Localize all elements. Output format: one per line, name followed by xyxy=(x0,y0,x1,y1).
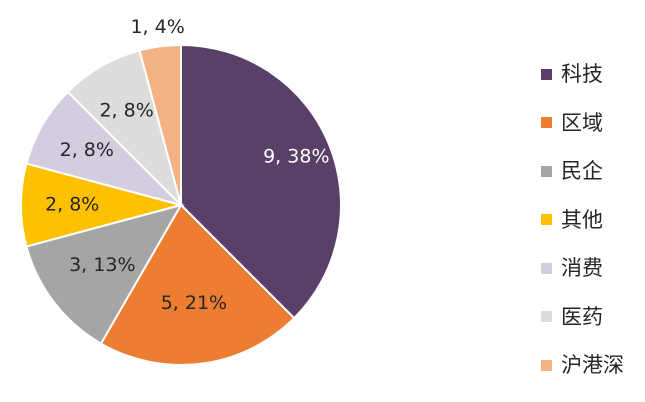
legend-item-qita: 其他 xyxy=(541,208,624,232)
legend-swatch-yiyao xyxy=(541,311,552,322)
data-label-xiaofei: 2, 8% xyxy=(60,139,114,161)
legend-label-xiaofei: 消费 xyxy=(561,256,603,280)
pie-slice-keji xyxy=(180,43,343,320)
legend-swatch-xiaofei xyxy=(541,262,552,274)
pie-data-labels: 9, 38% 5, 21% 3, 13% 2, 8% 2, 8% 2, 8% 1, 4% xyxy=(45,16,329,314)
legend-label-yiyao: 医药 xyxy=(561,304,603,329)
legend-item-xiaofei: 消费 xyxy=(541,256,624,280)
data-label-quyu: 5, 21% xyxy=(161,292,227,314)
pie-slice-quyu xyxy=(99,203,296,366)
data-label-qita: 2, 8% xyxy=(45,194,99,216)
pie-slices xyxy=(19,43,343,366)
legend-item-keji: 科技 xyxy=(541,62,624,86)
pie-slice-hugangshen xyxy=(138,43,182,206)
pie-slice-minqi xyxy=(25,203,184,345)
legend-label-quyu: 区域 xyxy=(561,110,603,135)
legend-item-quyu: 区域 xyxy=(541,111,624,135)
legend-item-minqi: 民企 xyxy=(541,159,624,183)
legend-label-hugangshen: 沪港深 xyxy=(561,353,624,377)
data-label-yiyao: 2, 8% xyxy=(99,99,153,121)
legend-swatch-minqi xyxy=(541,165,552,177)
data-label-minqi: 3, 13% xyxy=(69,254,135,276)
legend-label-keji: 科技 xyxy=(561,62,603,86)
legend-item-hugangshen: 沪港深 xyxy=(541,353,624,377)
legend-label-qita: 其他 xyxy=(561,207,603,232)
legend-swatch-hugangshen xyxy=(541,359,552,371)
legend-swatch-keji xyxy=(541,68,552,80)
legend-label-minqi: 民企 xyxy=(561,159,603,183)
data-label-keji: 9, 38% xyxy=(263,146,329,168)
data-label-hugangshen: 1, 4% xyxy=(130,16,184,38)
legend-swatch-quyu xyxy=(541,117,552,128)
legend: 科技区域民企其他消费医药沪港深 xyxy=(541,62,624,402)
legend-item-yiyao: 医药 xyxy=(541,305,624,329)
legend-swatch-qita xyxy=(541,214,552,225)
